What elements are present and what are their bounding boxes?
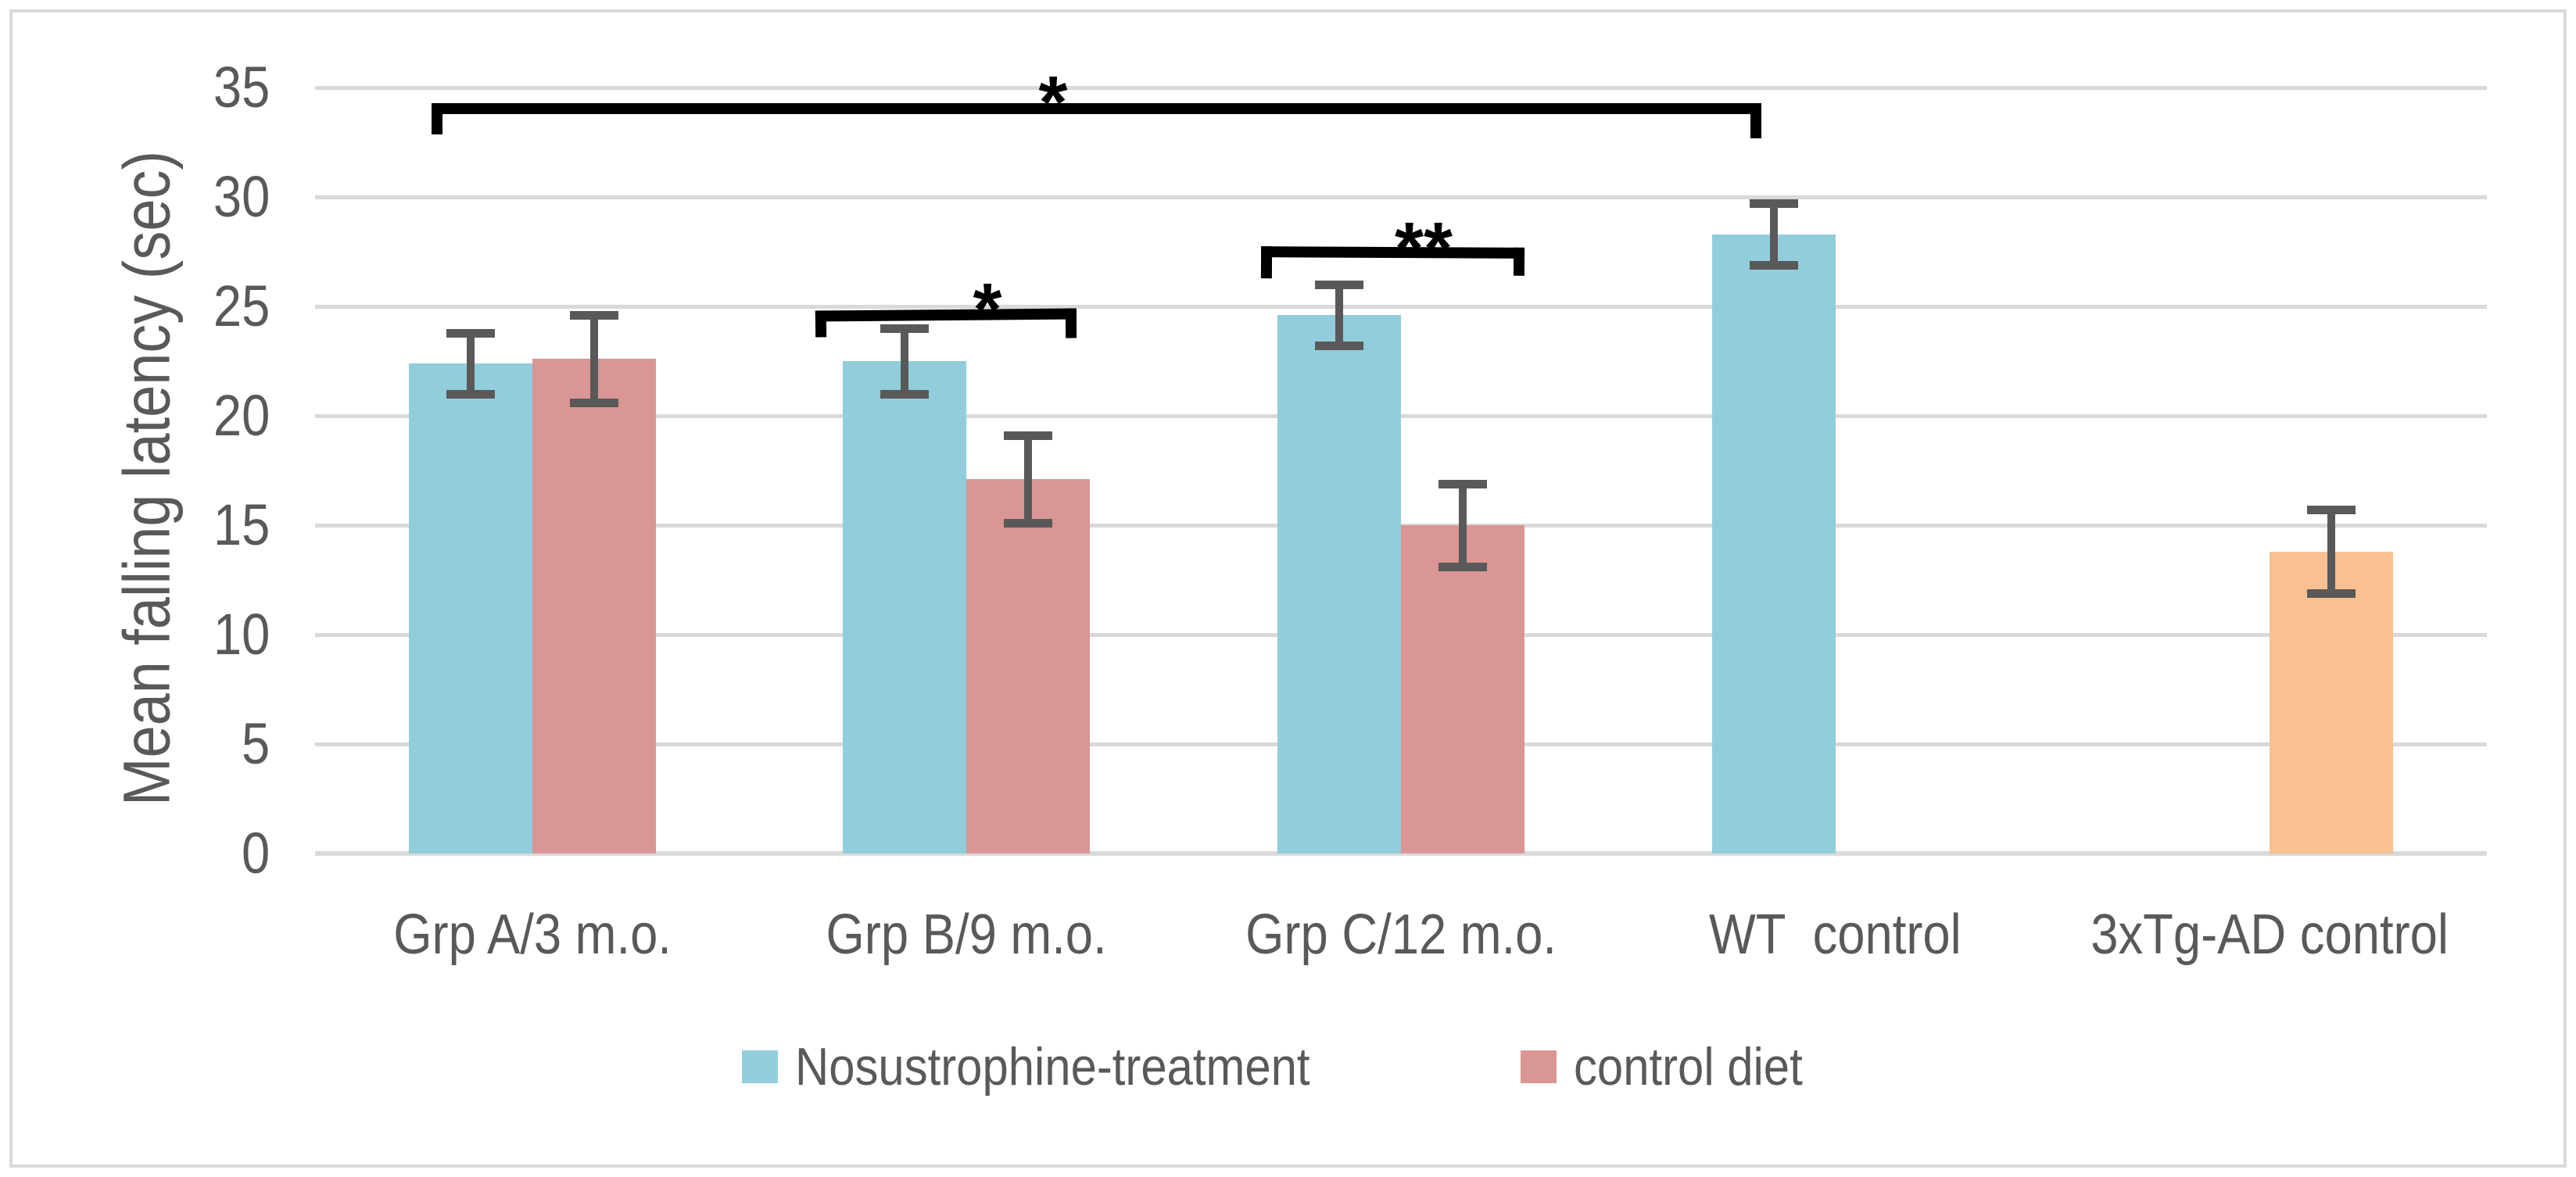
error-bar-top-cap-wt-control-treatment bbox=[1749, 199, 1798, 209]
y-tick-label-30: 30 bbox=[213, 164, 270, 229]
error-bar-line-grp-b-treatment bbox=[901, 328, 909, 394]
legend-item-control-diet: control diet bbox=[1521, 1036, 1834, 1097]
bar-grp-a-control-diet bbox=[532, 359, 656, 853]
gridline-20 bbox=[315, 414, 2487, 418]
bar-3xtg-ad-control bbox=[2270, 551, 2394, 853]
error-bar-bottom-cap-grp-a-control-diet bbox=[569, 399, 618, 408]
error-bar-line-grp-b-control-diet bbox=[1024, 435, 1033, 524]
error-bar-line-grp-c-control-diet bbox=[1459, 483, 1467, 567]
error-bar-line-grp-a-control-diet bbox=[589, 315, 598, 403]
x-axis-label-grp-b: Grp B/9 m.o. bbox=[826, 903, 1107, 966]
significance-label-0: * bbox=[1038, 61, 1068, 144]
y-tick-label-35: 35 bbox=[213, 55, 270, 120]
legend-label-control-diet: control diet bbox=[1574, 1037, 1804, 1097]
significance-label-1: * bbox=[973, 268, 1002, 351]
gridline-0 bbox=[315, 851, 2487, 856]
gridline-25 bbox=[315, 305, 2487, 309]
error-bar-bottom-cap-wt-control-treatment bbox=[1749, 260, 1798, 270]
error-bar-bottom-cap-grp-a-treatment bbox=[446, 390, 495, 399]
x-axis-label-wt-control: WT control bbox=[1709, 903, 1962, 966]
x-axis-label-grp-a: Grp A/3 m.o. bbox=[392, 903, 672, 966]
y-tick-label-15: 15 bbox=[213, 492, 270, 557]
error-bar-bottom-cap-grp-b-control-diet bbox=[1004, 519, 1053, 528]
y-tick-label-5: 5 bbox=[241, 711, 270, 776]
bracket-right-tick-0 bbox=[1750, 103, 1761, 138]
legend-swatch-treatment bbox=[741, 1050, 778, 1083]
error-bar-bottom-cap-3xtg-ad-control bbox=[2307, 588, 2356, 598]
bracket-right-tick-2 bbox=[1513, 247, 1525, 276]
bar-grp-b-control-diet bbox=[966, 479, 1091, 853]
y-tick-label-20: 20 bbox=[213, 383, 270, 448]
bracket-right-tick-1 bbox=[1065, 308, 1077, 338]
x-axis-label-3xtg-ad-control: 3xTg-AD control bbox=[2091, 903, 2449, 966]
bar-wt-control-treatment bbox=[1711, 234, 1836, 853]
significance-bracket-0 bbox=[432, 103, 1761, 138]
bar-grp-c-treatment bbox=[1277, 315, 1401, 853]
error-bar-top-cap-grp-b-treatment bbox=[880, 324, 930, 333]
x-axis-label-grp-c: Grp C/12 m.o. bbox=[1245, 903, 1557, 966]
significance-label-2: ** bbox=[1395, 207, 1453, 290]
error-bar-bottom-cap-grp-b-treatment bbox=[880, 390, 930, 399]
bar-grp-c-control-diet bbox=[1401, 525, 1524, 853]
legend-label-treatment: Nosustrophine-treatment bbox=[794, 1037, 1310, 1097]
legend-item-treatment: Nosustrophine-treatment bbox=[741, 1036, 1380, 1097]
bracket-left-tick-1 bbox=[815, 310, 827, 338]
error-bar-top-cap-grp-c-treatment bbox=[1315, 281, 1363, 289]
significance-bracket-1 bbox=[815, 308, 1077, 341]
error-bar-top-cap-grp-c-control-diet bbox=[1438, 479, 1487, 488]
error-bar-top-cap-grp-a-control-diet bbox=[569, 311, 618, 320]
bar-grp-a-treatment bbox=[408, 363, 532, 853]
y-axis-title-text: Mean falling latency (sec) bbox=[109, 150, 184, 807]
bracket-horizontal-2 bbox=[1261, 246, 1525, 259]
error-bar-line-grp-a-treatment bbox=[466, 332, 475, 394]
error-bar-top-cap-3xtg-ad-control bbox=[2307, 506, 2356, 515]
error-bar-line-3xtg-ad-control bbox=[2327, 510, 2336, 593]
legend: Nosustrophine-treatment control diet bbox=[0, 1033, 2576, 1100]
error-bar-bottom-cap-grp-c-control-diet bbox=[1438, 563, 1487, 572]
bracket-left-tick-0 bbox=[432, 103, 442, 134]
error-bar-line-grp-c-treatment bbox=[1335, 284, 1343, 346]
bar-grp-b-treatment bbox=[843, 361, 967, 853]
legend-swatch-control-diet bbox=[1521, 1050, 1557, 1083]
chart-frame-border bbox=[9, 9, 2567, 1168]
error-bar-line-wt-control-treatment bbox=[1769, 203, 1778, 265]
y-tick-label-10: 10 bbox=[213, 602, 270, 667]
bracket-horizontal-0 bbox=[432, 103, 1761, 114]
significance-bracket-2 bbox=[1260, 246, 1525, 280]
error-bar-top-cap-grp-b-control-diet bbox=[1004, 431, 1053, 441]
y-tick-label-25: 25 bbox=[213, 274, 270, 338]
error-bar-top-cap-grp-a-treatment bbox=[446, 328, 495, 338]
error-bar-bottom-cap-grp-c-treatment bbox=[1315, 342, 1363, 351]
gridline-35 bbox=[315, 86, 2487, 90]
bracket-left-tick-2 bbox=[1260, 246, 1273, 279]
gridline-30 bbox=[315, 195, 2487, 199]
bracket-horizontal-1 bbox=[815, 308, 1077, 322]
y-tick-label-0: 0 bbox=[241, 821, 270, 885]
